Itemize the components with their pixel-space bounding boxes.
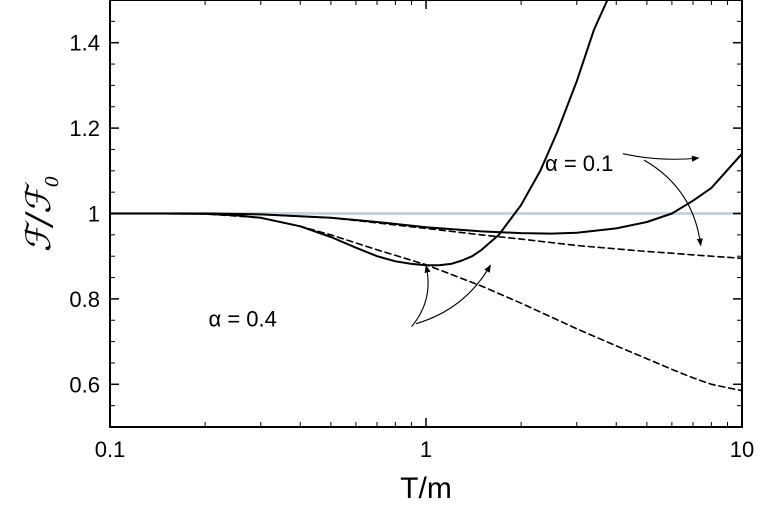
- annotation-arrow-1-2: [643, 159, 703, 247]
- series-line-5: [110, 212, 742, 260]
- y-axis-label-main: ℱ/ℱ: [19, 181, 59, 252]
- annotation-arrow-2-1: [411, 264, 431, 328]
- y-axis-label: ℱ/ℱ0: [19, 176, 63, 252]
- x-axis-label: T/m: [400, 472, 452, 505]
- series-layer: [110, 0, 742, 392]
- annotation-label-1: α = 0.1: [545, 151, 613, 176]
- annotation-arrow-2-2: [415, 264, 491, 325]
- annotation-label-2: α = 0.4: [209, 307, 277, 332]
- x-tick-label: 1: [420, 437, 432, 462]
- x-tick-label: 0.1: [95, 437, 126, 462]
- ticks-layer: 0.1 1 10 0.6 0.8 1 1.2 1.4: [69, 0, 754, 462]
- series-line-4: [110, 212, 742, 392]
- y-axis-label-subscript: 0: [42, 176, 63, 187]
- y-tick-label: 1: [88, 202, 100, 227]
- y-tick-label: 0.6: [69, 372, 100, 397]
- annotation-arrow-1-1: [622, 153, 700, 162]
- series-line-3: [110, 152, 742, 235]
- annotation-layer: α = 0.1 α = 0.4: [209, 151, 703, 332]
- y-tick-label: 1.2: [69, 116, 100, 141]
- x-tick-label: 10: [730, 437, 754, 462]
- series-line-2: [110, 0, 609, 267]
- y-tick-label: 1.4: [69, 31, 100, 56]
- y-tick-label: 0.8: [69, 287, 100, 312]
